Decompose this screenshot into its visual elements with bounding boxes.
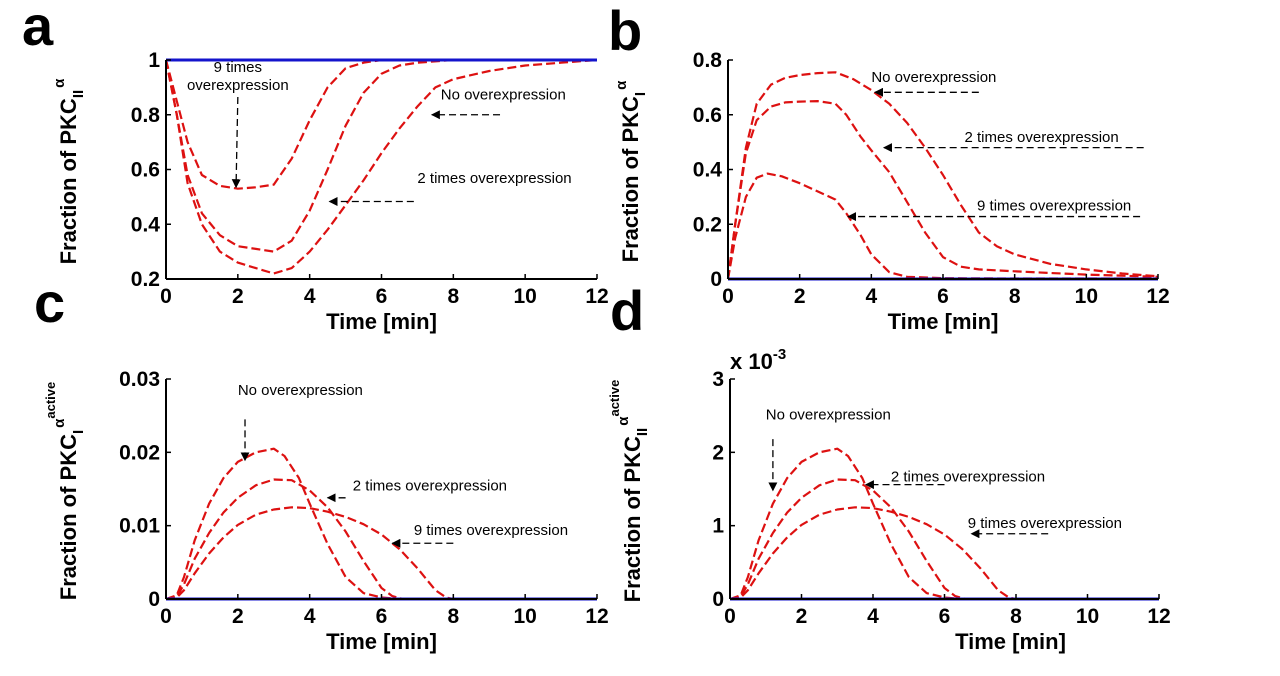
series-line-d-3 xyxy=(729,506,1159,601)
y-tick-label-c-2: 0.02 xyxy=(119,441,160,464)
series-line-b-1 xyxy=(726,71,1159,280)
x-axis-title-a: Time [min] xyxy=(326,309,437,334)
x-tick-label-c-1: 2 xyxy=(232,605,244,628)
y-tick-label-d-1: 1 xyxy=(712,515,724,538)
x-tick-label-c-0: 0 xyxy=(160,605,172,628)
y-tick-label-d-3: 3 xyxy=(712,368,724,391)
annotation-b-3: 9 times overexpression xyxy=(847,198,1141,222)
x-axis-title-d: Time [min] xyxy=(955,629,1066,654)
x-tick-label-c-3: 6 xyxy=(376,605,388,628)
annotation-a-3: 2 times overexpression xyxy=(328,170,572,207)
annotation-text-a-1-1: 9 times xyxy=(214,59,262,76)
annotation-text-d-1: No overexpression xyxy=(766,406,891,423)
x-tick-label-b-1: 2 xyxy=(794,285,806,308)
y-tick-label-b-0: 0 xyxy=(710,268,722,291)
annotation-text-a-2: No overexpression xyxy=(441,87,566,104)
series-line-a-1 xyxy=(164,58,598,275)
annotation-arrow-a-1 xyxy=(231,96,241,189)
x-tick-label-c-6: 12 xyxy=(585,605,608,628)
series-line-d-2 xyxy=(729,478,1159,601)
x-tick-label-b-3: 6 xyxy=(937,285,949,308)
annotation-b-1: No overexpression xyxy=(871,69,996,97)
annotation-text-b-2: 2 times overexpression xyxy=(965,129,1119,146)
y-tick-label-a-3: 0.8 xyxy=(131,104,161,127)
y-axis-title-c: Fraction of PKCIαactive xyxy=(43,382,87,601)
annotation-c-1: No overexpression xyxy=(238,382,363,462)
annotation-text-c-2: 2 times overexpression xyxy=(353,477,507,494)
chart-panel-a: 0 2 4 6 8 10 12 0.2 0.4 0.6 0.8 1 Time [min] Fraction… xyxy=(51,49,609,334)
x-tick-label-a-1: 2 xyxy=(232,285,244,308)
annotation-d-2: 2 times overexpression xyxy=(864,469,1045,490)
annotation-text-b-3: 9 times overexpression xyxy=(977,198,1131,215)
y-scale-label-d: x 10-3 xyxy=(730,346,786,374)
panel-label-a: a xyxy=(22,0,54,57)
x-tick-label-c-5: 10 xyxy=(513,605,536,628)
annotation-a-2: No overexpression xyxy=(430,87,566,120)
series-line-c-3 xyxy=(165,506,597,601)
panel-label-c: c xyxy=(34,271,65,334)
x-tick-label-a-5: 10 xyxy=(513,285,536,308)
x-tick-label-b-0: 0 xyxy=(722,285,734,308)
series-line-a-3 xyxy=(164,58,597,190)
series-line-c-2 xyxy=(165,478,597,601)
x-axis-title-c: Time [min] xyxy=(326,629,437,654)
x-tick-label-b-6: 12 xyxy=(1146,285,1169,308)
x-tick-label-a-2: 4 xyxy=(304,285,316,308)
x-tick-label-a-3: 6 xyxy=(376,285,388,308)
y-tick-label-d-0: 0 xyxy=(712,588,724,611)
annotation-text-b-1: No overexpression xyxy=(871,69,996,86)
x-tick-label-d-5: 10 xyxy=(1076,605,1099,628)
x-tick-label-a-4: 8 xyxy=(447,285,459,308)
chart-panel-b: 0 2 4 6 8 10 12 0 0.2 0.4 0.6 0.8 Time [min] Fraction… xyxy=(613,49,1170,334)
x-axis-title-b: Time [min] xyxy=(888,309,999,334)
annotation-text-a-1-2: overexpression xyxy=(187,77,289,94)
y-axis-title-a: Fraction of PKCIIα xyxy=(51,78,87,265)
x-tick-label-d-0: 0 xyxy=(724,605,736,628)
x-tick-label-b-5: 10 xyxy=(1075,285,1098,308)
y-tick-label-b-3: 0.6 xyxy=(693,104,722,127)
x-tick-label-b-4: 8 xyxy=(1009,285,1021,308)
x-tick-label-d-1: 2 xyxy=(796,605,808,628)
y-tick-label-a-4: 1 xyxy=(148,49,160,72)
x-tick-label-c-2: 4 xyxy=(304,605,316,628)
annotation-text-c-3: 9 times overexpression xyxy=(414,522,568,539)
panel-label-d: d xyxy=(610,279,644,342)
annotation-c-2: 2 times overexpression xyxy=(326,477,507,503)
x-tick-label-a-0: 0 xyxy=(160,285,172,308)
annotation-text-d-2: 2 times overexpression xyxy=(891,469,1045,486)
y-tick-label-b-1: 0.2 xyxy=(693,213,722,236)
y-tick-label-b-4: 0.8 xyxy=(693,49,723,72)
series-line-b-2 xyxy=(726,100,1159,280)
y-tick-label-c-1: 0.01 xyxy=(119,515,160,538)
x-tick-label-d-3: 6 xyxy=(939,605,951,628)
annotation-d-3: 9 times overexpression xyxy=(968,515,1122,539)
x-tick-label-d-4: 8 xyxy=(1010,605,1022,628)
annotation-b-2: 2 times overexpression xyxy=(882,129,1144,153)
annotation-text-a-3: 2 times overexpression xyxy=(417,170,571,187)
series-line-b-3 xyxy=(726,172,1158,280)
y-tick-label-a-2: 0.6 xyxy=(131,159,160,182)
y-tick-label-b-2: 0.4 xyxy=(693,159,723,182)
y-tick-label-a-1: 0.4 xyxy=(131,213,161,236)
annotation-c-3: 9 times overexpression xyxy=(391,522,568,548)
x-tick-label-c-4: 8 xyxy=(447,605,459,628)
annotation-d-1: No overexpression xyxy=(766,406,891,492)
panel-label-b: b xyxy=(608,0,642,62)
y-axis-title-d: Fraction of PKCIIαactive xyxy=(607,380,651,603)
x-tick-label-b-2: 4 xyxy=(865,285,877,308)
annotation-text-c-1: No overexpression xyxy=(238,382,363,399)
y-tick-label-d-2: 2 xyxy=(712,441,724,464)
y-axis-title-b: Fraction of PKCIα xyxy=(613,80,649,262)
x-tick-label-d-6: 12 xyxy=(1147,605,1170,628)
y-tick-label-c-3: 0.03 xyxy=(119,368,160,391)
y-tick-label-c-0: 0 xyxy=(148,588,160,611)
annotation-text-d-3: 9 times overexpression xyxy=(968,515,1122,532)
x-tick-label-d-2: 4 xyxy=(867,605,879,628)
x-tick-label-a-6: 12 xyxy=(585,285,608,308)
y-tick-label-a-0: 0.2 xyxy=(131,268,160,291)
chart-panel-c: 0 2 4 6 8 10 12 0 0.01 0.02 0.03 Time [min] Fraction… xyxy=(43,368,609,654)
